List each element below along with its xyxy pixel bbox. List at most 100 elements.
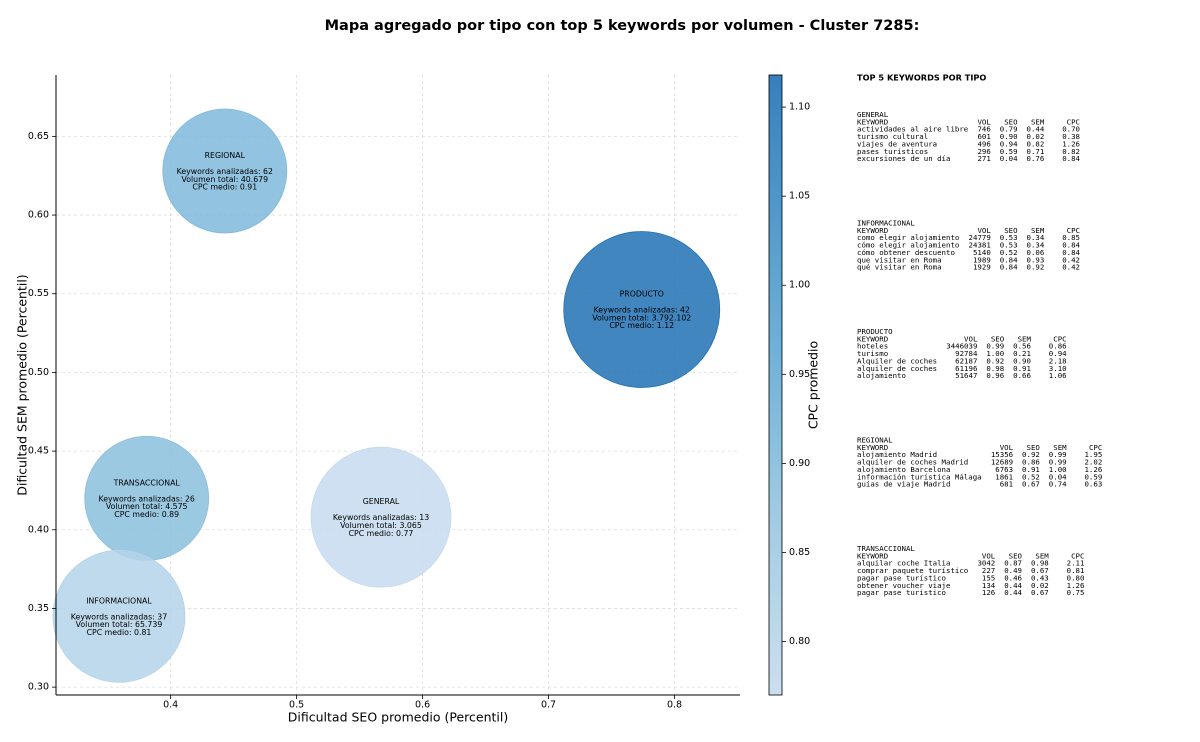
y-tick-label: 0.35 (28, 603, 49, 614)
bubble (310, 446, 452, 588)
table-header: SEO (1004, 117, 1018, 126)
table-cell: 0.34 (1027, 241, 1045, 250)
bubble-annotation: Keywords analizadas: 13 (333, 513, 429, 522)
table-cell: 1.06 (1049, 371, 1067, 380)
colorbar-label: CPC promedio (806, 341, 821, 429)
table-cell: 0.76 (1027, 154, 1045, 163)
table-cell: 0.79 (1000, 125, 1018, 134)
table-cell: 1.95 (1084, 450, 1102, 459)
table-cell: 0.44 (1004, 581, 1022, 590)
colorbar-tick-label: 1.05 (789, 191, 810, 202)
table-title: PRODUCTO (857, 327, 893, 336)
table-cell: 1929 (973, 263, 991, 272)
table-cell: 0.53 (1000, 233, 1018, 242)
x-tick-label: 0.5 (289, 700, 304, 711)
table-cell: 601 (977, 132, 990, 141)
bubble-label: REGIONAL (205, 151, 246, 160)
table-header: VOL (977, 117, 991, 126)
table-cell: 0.84 (1062, 241, 1080, 250)
bubble-annotation: Volumen total: 3.065 (340, 521, 422, 530)
table-cell: 0.84 (1000, 255, 1018, 264)
table-header: VOL (964, 334, 978, 343)
table-cell: 0.84 (1062, 248, 1080, 257)
table-header: SEM (1035, 551, 1049, 560)
x-tick-label: 0.8 (667, 700, 682, 711)
table-cell: 0.91 (1022, 465, 1040, 474)
table-header: SEM (1031, 226, 1045, 235)
table-cell: 0.99 (1049, 450, 1067, 459)
bubble-annotation: Keywords analizadas: 62 (177, 167, 273, 176)
table-cell: qué visitar en Roma (857, 263, 942, 272)
table-cell: 2.02 (1084, 458, 1102, 467)
table-header: SEO (1027, 443, 1041, 452)
table-cell: cómo obtener descuento (857, 248, 955, 257)
table-cell: Alquiler de coches (857, 356, 937, 365)
table-cell: obtener voucher viaje (857, 581, 951, 590)
table-cell: 0.84 (1062, 154, 1080, 163)
panel-title: TOP 5 KEYWORDS POR TIPO (857, 73, 986, 83)
table-cell: 0.52 (1022, 472, 1040, 481)
bubble-label: INFORMACIONAL (86, 596, 152, 605)
table-cell: 24779 (969, 233, 991, 242)
table-cell: 0.67 (1022, 480, 1040, 489)
table-cell: 0.90 (1013, 356, 1031, 365)
table-cell: 0.44 (1004, 588, 1022, 597)
table-cell: viajes de aventura (857, 139, 937, 148)
table-cell: 62187 (955, 356, 977, 365)
bubble-annotation: Volumen total: 65.739 (76, 620, 163, 629)
table-header: KEYWORD (857, 551, 888, 560)
table-cell: 0.98 (986, 364, 1004, 373)
table-header: SEM (1053, 443, 1067, 452)
table-cell: 134 (982, 581, 996, 590)
bubble (162, 108, 288, 234)
table-cell: 496 (977, 139, 990, 148)
table-cell: alquiler de coches (857, 364, 937, 373)
colorbar-tick-label: 0.90 (789, 458, 810, 469)
table-cell: alojamiento (857, 371, 906, 380)
bubble-annotation: CPC medio: 0.81 (87, 628, 152, 637)
table-cell: alojamiento Barcelona (857, 465, 950, 474)
table-cell: 0.52 (1000, 248, 1018, 257)
table-cell: 15356 (991, 450, 1013, 459)
table-header: VOL (1000, 443, 1014, 452)
table-header: VOL (977, 226, 991, 235)
table-cell: 0.82 (1062, 147, 1080, 156)
table-cell: 0.93 (1027, 255, 1045, 264)
table-cell: 24381 (969, 241, 991, 250)
table-cell: 0.56 (1013, 342, 1031, 351)
table-title: REGIONAL (857, 436, 893, 445)
table-cell: 0.94 (1000, 139, 1018, 148)
table-cell: 1989 (973, 255, 991, 264)
colorbar-tick-label: 1.00 (789, 280, 810, 291)
table-cell: 0.74 (1049, 480, 1067, 489)
table-cell: 12689 (991, 458, 1013, 467)
table-cell: comprar paquete turístico (857, 566, 968, 575)
y-tick-label: 0.55 (28, 288, 49, 299)
table-header: CPC (1053, 334, 1066, 343)
table-cell: 0.92 (1022, 450, 1040, 459)
table-cell: hoteles (857, 342, 888, 351)
bubble-label: PRODUCTO (620, 289, 664, 298)
table-cell: 155 (982, 573, 995, 582)
table-cell: 92784 (955, 349, 978, 358)
table-cell: 0.70 (1062, 125, 1080, 134)
table-cell: 0.34 (1027, 233, 1045, 242)
table-cell: 0.46 (1004, 573, 1022, 582)
table-header: KEYWORD (857, 443, 888, 452)
table-cell: 0.53 (1000, 241, 1018, 250)
table-cell: pagar pase turistico (857, 588, 946, 597)
table-cell: 0.42 (1062, 263, 1080, 272)
colorbar-tick-label: 1.10 (789, 102, 810, 113)
table-cell: 0.43 (1031, 573, 1049, 582)
table-cell: 0.99 (1049, 458, 1067, 467)
bubble-annotation: CPC medio: 0.77 (349, 529, 414, 538)
table-header: SEO (991, 334, 1005, 343)
table-cell: 0.90 (1000, 132, 1018, 141)
x-tick-label: 0.6 (415, 700, 430, 711)
table-cell: información turística Málaga (857, 472, 982, 481)
table-cell: 3.10 (1049, 364, 1067, 373)
table-cell: 0.84 (1000, 263, 1018, 272)
